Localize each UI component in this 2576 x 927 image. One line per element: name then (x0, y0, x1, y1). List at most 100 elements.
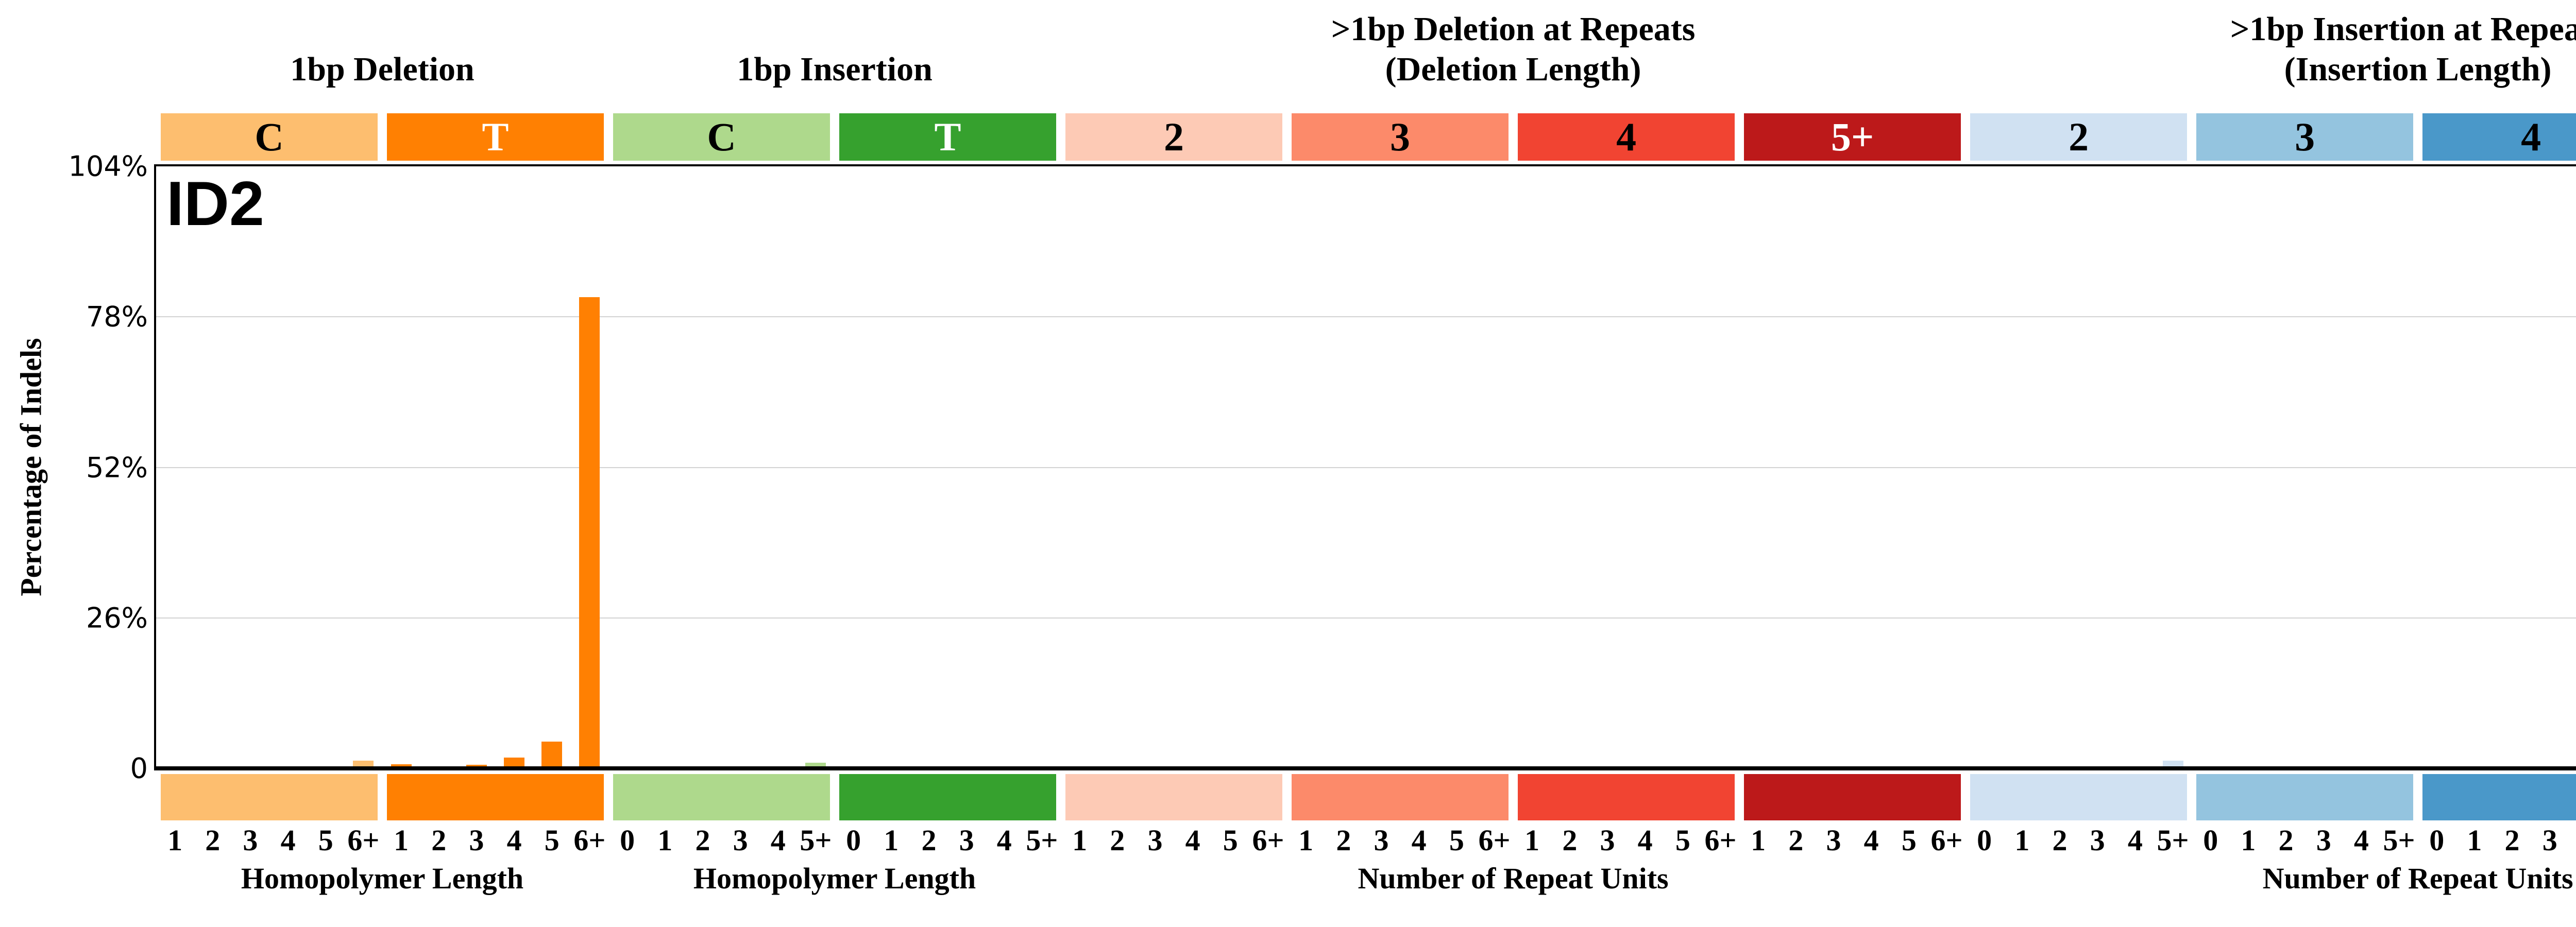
x-tick-label: 4 (996, 823, 1012, 857)
x-tick-label: 0 (2203, 823, 2218, 857)
x-tick-label: 4 (1185, 823, 1200, 857)
section-header: >1bp Insertion at Repeats (Insertion Leng… (2230, 9, 2576, 90)
x-tick-label: 0 (1977, 823, 1992, 857)
category-box-bottom (2422, 774, 2576, 820)
x-tick-label: 3 (1600, 823, 1615, 857)
x-tick-label: 1 (394, 823, 409, 857)
x-tick-label: 1 (2467, 823, 2482, 857)
category-box-top: T (387, 113, 604, 161)
bar (579, 297, 600, 768)
x-tick-label: 3 (1826, 823, 1841, 857)
x-tick-label: 5+ (800, 823, 832, 857)
section-header-line: (Insertion Length) (2284, 50, 2552, 88)
x-tick-label: 6+ (1252, 823, 1284, 857)
x-tick-label: 3 (2542, 823, 2557, 857)
plot-area (154, 164, 2576, 770)
x-tick-label: 2 (695, 823, 710, 857)
x-tick-label: 3 (1147, 823, 1163, 857)
x-tick-label: 1 (2014, 823, 2030, 857)
section-header-line: 1bp Insertion (737, 50, 933, 88)
x-tick-label: 3 (2316, 823, 2331, 857)
bar (504, 757, 525, 768)
gridline (156, 316, 2576, 318)
category-box-top: 5+ (1744, 113, 1961, 161)
section-header-line: >1bp Insertion at Repeats (2230, 10, 2576, 48)
category-box-bottom (161, 774, 378, 820)
category-box-top: C (613, 113, 831, 161)
category-box-top: 3 (1292, 113, 1509, 161)
x-tick-label: 3 (959, 823, 974, 857)
x-tick-label: 4 (1863, 823, 1879, 857)
category-box-top: 2 (1065, 113, 1283, 161)
x-tick-label: 6+ (347, 823, 380, 857)
x-tick-label: 1 (657, 823, 673, 857)
section-header: 1bp Insertion (737, 49, 933, 90)
axis-group-label: Homopolymer Length (693, 862, 976, 895)
x-tick-label: 2 (2052, 823, 2067, 857)
x-tick-label: 3 (733, 823, 748, 857)
category-box-top: 4 (1518, 113, 1735, 161)
gridline (156, 617, 2576, 619)
x-tick-label: 4 (770, 823, 786, 857)
x-tick-label: 2 (1336, 823, 1351, 857)
x-tick-label: 1 (1298, 823, 1314, 857)
category-box-bottom (387, 774, 604, 820)
category-box-bottom (2196, 774, 2414, 820)
category-box-bottom (839, 774, 1057, 820)
y-tick-label: 104% (68, 150, 148, 183)
category-box-bottom (613, 774, 831, 820)
axis-group-label: Number of Repeat Units (1358, 862, 1669, 895)
x-tick-label: 1 (1072, 823, 1088, 857)
x-tick-label: 5 (544, 823, 560, 857)
x-tick-label: 6+ (573, 823, 606, 857)
x-tick-label: 4 (1637, 823, 1653, 857)
x-tick-label: 4 (1411, 823, 1427, 857)
category-box-top: C (161, 113, 378, 161)
x-tick-label: 6+ (1478, 823, 1511, 857)
x-tick-label: 5 (1901, 823, 1917, 857)
x-tick-label: 2 (1562, 823, 1578, 857)
category-box-bottom (1970, 774, 2188, 820)
category-box-top: 3 (2196, 113, 2414, 161)
x-tick-label: 2 (205, 823, 221, 857)
section-header-line: (Deletion Length) (1385, 50, 1641, 88)
x-tick-label: 2 (1788, 823, 1804, 857)
category-box-bottom (1292, 774, 1509, 820)
x-tick-label: 0 (620, 823, 635, 857)
plot-title: ID2 (166, 168, 264, 238)
x-tick-label: 4 (506, 823, 522, 857)
x-tick-label: 3 (1374, 823, 1389, 857)
x-tick-label: 1 (884, 823, 899, 857)
category-box-top: 4 (2422, 113, 2576, 161)
x-axis-baseline (156, 766, 2576, 770)
section-header: >1bp Deletion at Repeats (Deletion Length… (1331, 9, 1696, 90)
section-header-line: >1bp Deletion at Repeats (1331, 10, 1696, 48)
x-tick-label: 5 (1223, 823, 1238, 857)
x-tick-label: 2 (431, 823, 447, 857)
y-tick-label: 78% (86, 300, 148, 333)
x-tick-label: 2 (921, 823, 937, 857)
x-tick-label: 5 (1449, 823, 1464, 857)
x-tick-label: 5+ (1026, 823, 1058, 857)
x-tick-label: 1 (2241, 823, 2256, 857)
x-tick-label: 4 (2353, 823, 2369, 857)
x-tick-label: 3 (469, 823, 484, 857)
category-box-top: T (839, 113, 1057, 161)
category-box-bottom (1065, 774, 1283, 820)
x-tick-label: 2 (2504, 823, 2520, 857)
axis-group-label: Homopolymer Length (241, 862, 524, 895)
bar (805, 763, 826, 768)
x-tick-label: 3 (2090, 823, 2105, 857)
category-box-bottom (1744, 774, 1961, 820)
x-tick-label: 0 (846, 823, 861, 857)
x-tick-label: 1 (1524, 823, 1540, 857)
category-box-bottom (1518, 774, 1735, 820)
x-tick-label: 5+ (2157, 823, 2189, 857)
x-tick-label: 4 (280, 823, 296, 857)
x-tick-label: 6+ (1930, 823, 1963, 857)
y-axis-label: Percentage of Indels (14, 338, 48, 596)
x-tick-label: 6+ (1704, 823, 1737, 857)
x-tick-label: 2 (1110, 823, 1125, 857)
y-tick-label: 0 (130, 752, 148, 785)
